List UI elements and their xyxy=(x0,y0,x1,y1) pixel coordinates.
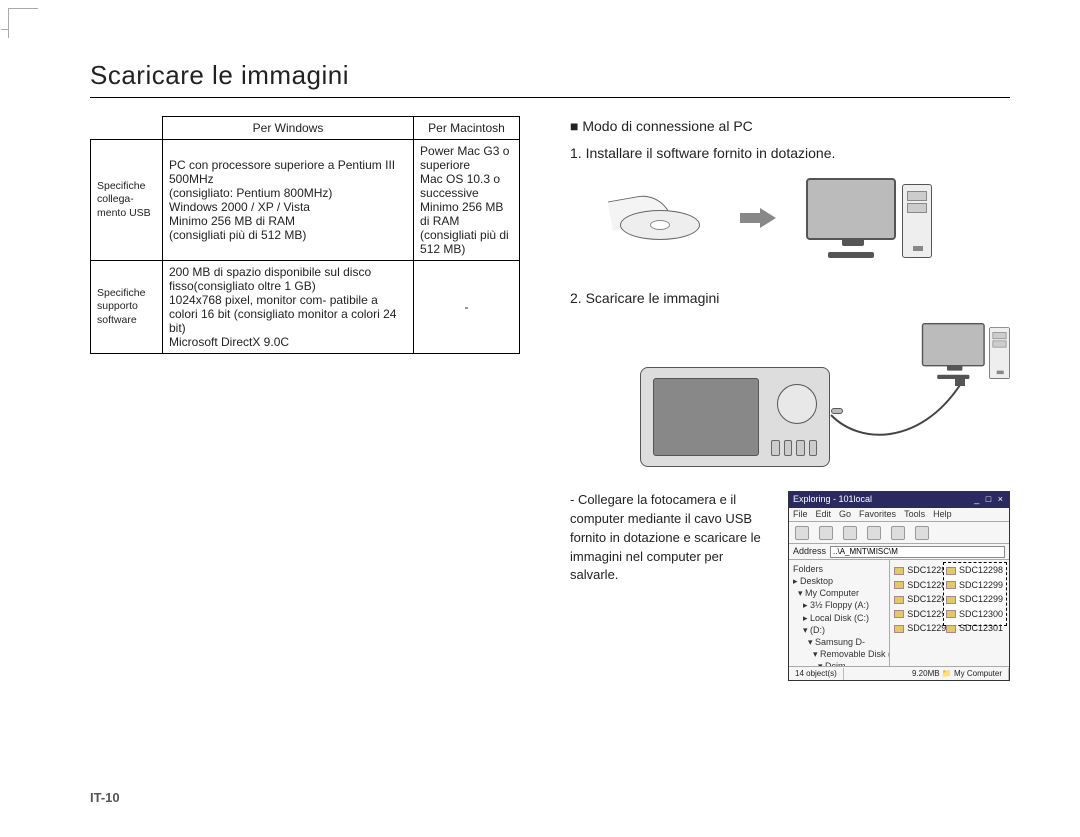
menu-item: Favorites xyxy=(859,508,896,522)
tree-item: ▾ My Computer xyxy=(793,587,885,599)
explorer-menubar: File Edit Go Favorites Tools Help xyxy=(789,508,1009,522)
crop-mark xyxy=(8,8,38,38)
instructions-column: ■ Modo di connessione al PC 1. Installar… xyxy=(570,116,1010,681)
menu-item: Go xyxy=(839,508,851,522)
spec-table: Per Windows Per Macintosh Specifiche col… xyxy=(90,116,520,354)
col-header-mac: Per Macintosh xyxy=(414,117,520,140)
explorer-addressbar: Address xyxy=(789,544,1009,560)
menu-item: Edit xyxy=(816,508,832,522)
file-item: SDC12290 xyxy=(894,608,1005,622)
status-right: 9.20MB 📁 My Computer xyxy=(906,668,1009,680)
spec-table-column: Per Windows Per Macintosh Specifiche col… xyxy=(90,116,520,681)
file-item: SDC12288 xyxy=(894,579,1005,593)
menu-item: File xyxy=(793,508,808,522)
explorer-body: Folders▸ Desktop ▾ My Computer ▸ 3½ Flop… xyxy=(789,560,1009,666)
explorer-titlebar: Exploring - 101local _ □ × xyxy=(789,492,1009,508)
toolbar-icon xyxy=(915,526,929,540)
step-2-text: 2. Scaricare le immagini xyxy=(570,288,1010,309)
page-number: IT-10 xyxy=(90,790,120,805)
tower-icon xyxy=(902,184,932,258)
menu-item: Help xyxy=(933,508,952,522)
explorer-toolbar xyxy=(789,522,1009,544)
tree-item: ▾ Samsung D- xyxy=(793,636,885,648)
explorer-folder-tree: Folders▸ Desktop ▾ My Computer ▸ 3½ Flop… xyxy=(789,560,890,666)
toolbar-icon xyxy=(891,526,905,540)
window-buttons: _ □ × xyxy=(974,493,1005,507)
cell-sw-windows: 200 MB di spazio disponibile sul disco f… xyxy=(163,261,414,354)
tree-item: ▸ Local Disk (C:) xyxy=(793,612,885,624)
file-item: SDC12291 xyxy=(894,622,1005,636)
col-header-windows: Per Windows xyxy=(163,117,414,140)
explorer-statusbar: 14 object(s) 9.20MB 📁 My Computer xyxy=(789,666,1009,680)
toolbar-icon xyxy=(795,526,809,540)
file-item: SDC12287 xyxy=(894,564,1005,578)
row-head-usb: Specifiche collega- mento USB xyxy=(91,140,163,261)
row-head-software: Specifiche supporto software xyxy=(91,261,163,354)
cell-usb-mac: Power Mac G3 o superiore Mac OS 10.3 o s… xyxy=(414,140,520,261)
tree-item: ▸ 3½ Floppy (A:) xyxy=(793,599,885,611)
file-item: SDC12289 xyxy=(894,593,1005,607)
usb-cable-icon xyxy=(830,375,970,445)
tree-item: ▾ (D:) xyxy=(793,624,885,636)
toolbar-icon xyxy=(867,526,881,540)
camera-icon xyxy=(640,367,830,467)
step-1-text: 1. Installare il software fornito in dot… xyxy=(570,143,1010,164)
tree-item: ▾ Removable Disk (F:) xyxy=(793,648,885,660)
illustration-connect xyxy=(630,323,1010,473)
toolbar-icon xyxy=(843,526,857,540)
section-heading: ■ Modo di connessione al PC xyxy=(570,116,1010,137)
menu-item: Tools xyxy=(904,508,925,522)
pc-icon xyxy=(806,178,932,258)
cd-icon xyxy=(610,196,710,240)
address-label: Address xyxy=(793,545,826,559)
empty-corner-cell xyxy=(91,117,163,140)
page-title: Scaricare le immagini xyxy=(90,60,1010,98)
tree-item: Folders xyxy=(793,563,885,575)
two-column-layout: Per Windows Per Macintosh Specifiche col… xyxy=(90,116,1010,681)
manual-page: Scaricare le immagini Per Windows Per Ma… xyxy=(0,0,1080,837)
instruction-row: - Collegare la fotocamera e il computer … xyxy=(570,491,1010,681)
illustration-install xyxy=(570,178,1010,258)
cell-usb-windows: PC con processore superiore a Pentium II… xyxy=(163,140,414,261)
status-left: 14 object(s) xyxy=(789,668,844,680)
explorer-screenshot: Exploring - 101local _ □ × File Edit Go Fav… xyxy=(788,491,1010,681)
explorer-title-text: Exploring - 101local xyxy=(793,493,872,507)
monitor-icon xyxy=(806,178,896,240)
connect-instruction-text: - Collegare la fotocamera e il computer … xyxy=(570,491,770,585)
pc-small-icon xyxy=(922,323,1010,379)
toolbar-icon xyxy=(819,526,833,540)
address-input xyxy=(830,546,1005,558)
explorer-file-list: SDC12287SDC12288SDC12289SDC12290SDC12291… xyxy=(890,560,1009,666)
arrow-icon xyxy=(740,208,776,228)
cell-sw-mac: - xyxy=(414,261,520,354)
tree-item: ▸ Desktop xyxy=(793,575,885,587)
